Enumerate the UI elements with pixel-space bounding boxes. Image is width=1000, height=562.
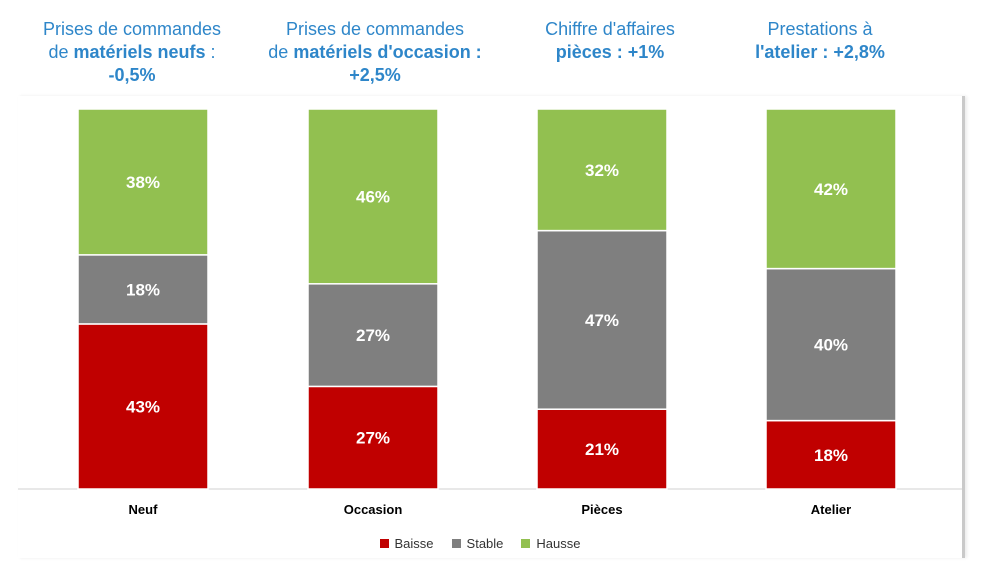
legend-item-hausse: Hausse (521, 536, 580, 551)
bar-baisse-pièces (536, 408, 668, 490)
data-label: 38% (126, 173, 160, 192)
data-label: 21% (585, 440, 619, 459)
header-line2: l'atelier : +2,8% (755, 42, 885, 62)
bar-baisse-neuf (77, 323, 209, 490)
chart-legend: Baisse Stable Hausse (0, 536, 960, 551)
legend-item-stable: Stable (451, 536, 504, 551)
legend-swatch (451, 539, 461, 548)
header-line1: Prises de commandes (285, 19, 465, 39)
data-label: 18% (126, 280, 160, 299)
chart-frame (18, 96, 965, 558)
header-line1: Prises de commandes (42, 19, 222, 39)
data-label: 18% (814, 446, 848, 465)
data-label: 27% (356, 429, 390, 448)
header-line3: +2,5% (349, 65, 401, 85)
data-label: 46% (356, 187, 390, 206)
bar-hausse-neuf (77, 108, 209, 256)
legend-label: Stable (466, 536, 504, 551)
bar-baisse-atelier (765, 419, 897, 490)
data-label: 27% (356, 326, 390, 345)
header-line3: -0,5% (108, 65, 156, 85)
header-pieces: Chiffre d'affaires pièces : +1% (490, 18, 730, 64)
bar-stable-occasion (307, 283, 439, 388)
header-line2: de matériels neufs : (48, 42, 216, 62)
header-line1: Prestations à (767, 19, 873, 39)
bar-stable-atelier (765, 267, 897, 422)
header-atelier: Prestations à l'atelier : +2,8% (710, 18, 930, 64)
legend-swatch (379, 539, 389, 548)
category-label: Occasion (344, 502, 403, 517)
header-line1: Chiffre d'affaires (545, 19, 675, 39)
legend-label: Hausse (536, 536, 581, 551)
data-label: 40% (814, 336, 848, 355)
header-line2: de matériels d'occasion : (268, 42, 482, 62)
legend-label: Baisse (394, 536, 434, 551)
data-label: 42% (814, 180, 848, 199)
bar-hausse-pièces (536, 108, 668, 232)
bar-hausse-occasion (307, 108, 439, 285)
category-label: Neuf (129, 502, 159, 517)
header-occasion: Prises de commandes de matériels d'occas… (255, 18, 495, 87)
data-label: 47% (585, 311, 619, 330)
header-line2: pièces : +1% (555, 42, 665, 62)
category-label: Atelier (811, 502, 851, 517)
data-label: 32% (585, 161, 619, 180)
bar-stable-neuf (77, 254, 209, 325)
bar-hausse-atelier (765, 108, 897, 270)
category-label: Pièces (581, 502, 622, 517)
bar-baisse-occasion (307, 385, 439, 490)
legend-swatch (521, 539, 531, 548)
bar-stable-pièces (536, 229, 668, 410)
legend-item-baisse: Baisse (379, 536, 434, 551)
data-label: 43% (126, 397, 160, 416)
header-neuf: Prises de commandes de matériels neufs :… (12, 18, 252, 87)
